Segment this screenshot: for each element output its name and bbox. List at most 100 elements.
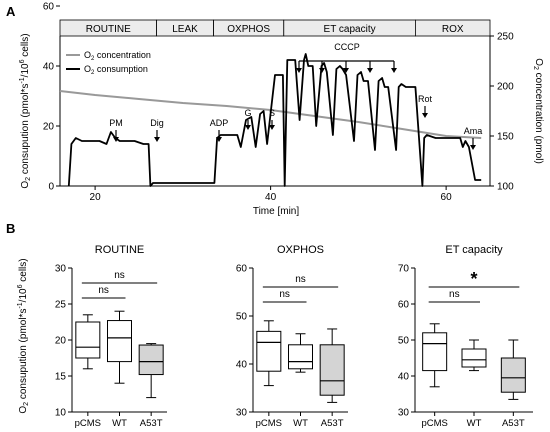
box-iqr <box>256 330 282 372</box>
box-iqr <box>500 357 526 393</box>
annotation-arrows <box>113 61 476 150</box>
box-iqr <box>319 344 345 396</box>
boxplot-x-tick-label: A53T <box>140 418 163 429</box>
arrow-s <box>269 120 275 130</box>
annotation-cccp: CCCP <box>334 42 360 52</box>
right-tick-label: 250 <box>497 32 514 43</box>
boxplot-y-tick-label: 50 <box>236 312 248 323</box>
significance-label: * <box>470 269 477 289</box>
arrow-dig <box>154 130 160 142</box>
arrow-g <box>245 120 251 130</box>
arrow-cccp-3 <box>343 61 349 73</box>
arrow-cccp-4 <box>367 61 373 73</box>
boxplot-x-tick-label: A53T <box>502 418 525 429</box>
box-iqr <box>422 332 448 372</box>
significance-label: ns <box>98 285 109 296</box>
boxplot-x-tick-label: WT <box>112 418 127 429</box>
left-tick-label: 0 <box>48 182 54 193</box>
legend: O2 concentration O2 consumption <box>66 50 151 76</box>
panel-b-letter: B <box>6 221 15 236</box>
left-tick-label: 40 <box>43 62 55 73</box>
arrow-ama <box>470 138 476 150</box>
left-tick-label: 20 <box>43 122 55 133</box>
phase-header: ROUTINE LEAK OXPHOS ET capacity ROX <box>59 19 491 37</box>
phase-label-oxphos: OXPHOS <box>227 24 270 35</box>
panel-a: A ROUTINE LEAK OXPHOS ET capacity ROX 0 20 40 6… <box>6 2 544 218</box>
panel-a-letter: A <box>6 4 16 19</box>
x-tick-label: 20 <box>90 192 102 203</box>
box-a53t <box>138 343 164 399</box>
annotation-dig: Dig <box>150 118 164 128</box>
right-tick-label: 150 <box>497 132 514 143</box>
boxplot-y-tick-label: 15 <box>55 372 67 383</box>
phase-label-leak: LEAK <box>172 24 198 35</box>
boxplot-x-tick-label: WT <box>467 418 482 429</box>
annotation-ama: Ama <box>464 126 483 136</box>
arrow-cccp-2 <box>319 61 325 73</box>
right-tick-label: 200 <box>497 82 514 93</box>
box-pcms <box>256 320 282 387</box>
right-y-label: O2 concentration (pmol) <box>532 58 544 164</box>
legend-label-consumption: O2 consumption <box>84 64 148 76</box>
arrow-pm <box>113 130 119 142</box>
boxplot-y-tick-label: 70 <box>398 264 410 275</box>
annotation-rot: Rot <box>418 94 433 104</box>
arrow-cccp-5 <box>391 61 397 73</box>
boxplot-y-tick-label: 10 <box>55 408 67 419</box>
box-wt <box>288 333 313 373</box>
panel-b: B O2 consupution (pmol*s-1/106 cells) RO… <box>6 221 533 429</box>
box-pcms <box>422 323 448 388</box>
phase-label-routine: ROUTINE <box>86 24 131 35</box>
left-y-label: O2 consupution (pmol*s-1/106 cells) <box>19 33 32 188</box>
annotations: PM Dig ADP G S CCCP Rot Ama <box>109 42 482 150</box>
boxplot-y-tick-label: 40 <box>236 360 248 371</box>
boxplot-title: ET capacity <box>445 244 503 256</box>
box-a53t <box>319 328 345 403</box>
right-y-ticks: 100 150 200 250 <box>490 32 514 193</box>
x-label: Time [min] <box>253 206 300 217</box>
boxplot-y-tick-label: 40 <box>398 372 410 383</box>
box-iqr <box>461 348 487 368</box>
panel-a-axes <box>59 36 491 187</box>
panel-a-series <box>59 53 482 187</box>
boxplot-x-tick-label: pCMS <box>75 418 101 429</box>
boxplot-y-tick-label: 30 <box>236 408 248 419</box>
x-tick-label: 60 <box>441 192 453 203</box>
boxplot-y-tick-label: 25 <box>55 300 67 311</box>
boxplot-x-tick-label: WT <box>293 418 308 429</box>
significance-label: ns <box>449 289 460 300</box>
phase-label-rox: ROX <box>442 24 464 35</box>
arrow-adp <box>216 130 222 142</box>
significance-label: ns <box>279 289 290 300</box>
box-iqr <box>288 344 313 370</box>
x-tick-label: 40 <box>265 192 277 203</box>
boxplot-y-tick-label: 30 <box>398 408 410 419</box>
boxplot-x-tick-label: A53T <box>321 418 344 429</box>
boxplot-y-tick-label: 60 <box>398 300 410 311</box>
boxplot-y-tick-label: 60 <box>236 264 248 275</box>
phase-label-et-capacity: ET capacity <box>324 24 376 35</box>
boxplot-et-capacity: ET capacity 30 40 50 60 70 pCMS WT A53T ns * <box>398 244 533 429</box>
significance-label: ns <box>114 270 125 281</box>
series-line-o2-consumption <box>67 53 482 187</box>
left-tick-label: 60 <box>43 2 55 13</box>
boxplot-y-tick-label: 30 <box>55 264 67 275</box>
boxplot-title: ROUTINE <box>95 244 145 256</box>
left-y-ticks: 0 20 40 60 <box>43 2 60 193</box>
annotation-g: G <box>244 108 251 118</box>
phase-box-rox <box>415 19 491 37</box>
x-ticks: 20 40 60 <box>90 186 453 203</box>
boxplot-title: OXPHOS <box>277 244 324 256</box>
significance-label: ns <box>295 274 306 285</box>
box-a53t <box>500 339 526 400</box>
box-wt <box>107 310 132 384</box>
box-iqr <box>107 320 132 363</box>
box-wt <box>461 339 487 372</box>
legend-label-concentration: O2 concentration <box>84 50 151 62</box>
right-tick-label: 100 <box>497 182 514 193</box>
annotation-s: S <box>269 108 275 118</box>
annotation-adp: ADP <box>210 118 229 128</box>
